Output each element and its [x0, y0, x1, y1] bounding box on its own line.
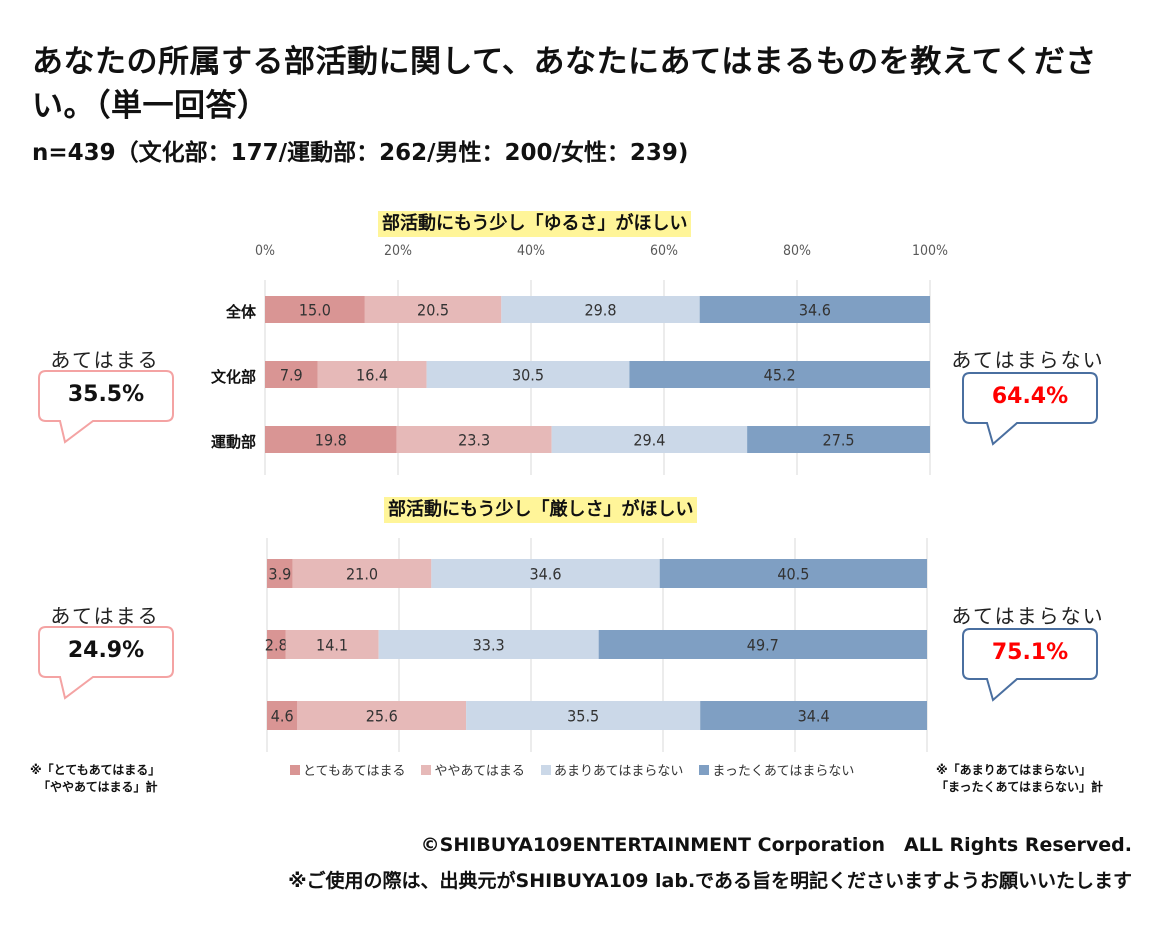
speech-bubble-icon	[962, 372, 1098, 446]
data-label: 29.8	[584, 301, 616, 320]
speech-bubble-icon	[38, 370, 174, 444]
chart-2-title: 部活動にもう少し「厳しさ」がほしい	[384, 497, 698, 523]
data-label: 34.6	[799, 301, 831, 320]
legend-item-very: とてもあてはまる	[290, 760, 405, 779]
legend-swatch-not-much	[540, 764, 551, 775]
bar-segment-not-much	[501, 296, 700, 323]
note-left-line1: ※「とてもあてはまる」	[30, 763, 161, 777]
bar-segment-somewhat	[317, 361, 427, 388]
note-left-line2: 「ややあてはまる」計	[38, 780, 158, 794]
bar-segment-not-much	[378, 630, 599, 659]
callout-top-left-label: あてはまる	[50, 348, 160, 372]
bar-segment-very	[267, 559, 293, 588]
x-tick-60: 60%	[650, 243, 678, 259]
data-label: 3.9	[268, 565, 291, 584]
bar-segment-not-at-all	[747, 426, 930, 453]
data-label: 7.9	[280, 366, 303, 385]
data-label: 30.5	[512, 366, 544, 385]
legend-item-not-much: あまりあてはまらない	[540, 760, 684, 779]
chart-legend: とてもあてはまる ややあてはまる あまりあてはまらない まったくあてはまらない	[290, 760, 866, 779]
data-label: 23.3	[458, 431, 490, 450]
data-label: 14.1	[316, 636, 348, 655]
bar-segment-very	[267, 701, 298, 730]
bar-segment-somewhat	[285, 630, 379, 659]
bar-segment-very	[267, 630, 286, 659]
bar-segment-not-at-all	[598, 630, 927, 659]
bar-segment-not-much	[551, 426, 748, 453]
category-label-culture: 文化部	[210, 368, 256, 386]
legend-item-somewhat: ややあてはまる	[421, 760, 525, 779]
data-label: 35.5	[567, 707, 599, 726]
speech-bubble-icon	[38, 626, 174, 700]
bar-segment-very	[265, 296, 365, 323]
data-label: 34.6	[529, 565, 561, 584]
chart-1-title: 部活動にもう少し「ゆるさ」がほしい	[378, 211, 692, 237]
bar-segment-very	[265, 426, 397, 453]
callout-bottom-left-value: 24.9%	[67, 638, 145, 663]
bar-segment-not-much	[431, 559, 660, 588]
page-title: あなたの所属する部活動に関して、あなたにあてはまるものを教えてください。（単一回…	[32, 44, 1097, 124]
data-label: 21.0	[346, 565, 378, 584]
bar-segment-not-at-all	[700, 701, 927, 730]
data-label: 2.8	[265, 636, 288, 655]
data-label: 25.6	[366, 707, 398, 726]
callout-top-right-value: 64.4%	[991, 384, 1069, 409]
data-label: 33.3	[473, 636, 505, 655]
category-label-all: 全体	[225, 303, 256, 321]
callout-top-right: 64.4%	[962, 372, 1098, 446]
bar-segment-not-at-all	[629, 361, 930, 388]
data-label: 4.6	[271, 707, 294, 726]
legend-item-not-at-all: まったくあてはまらない	[699, 760, 854, 779]
bar-segment-very	[265, 361, 318, 388]
data-label: 29.4	[633, 431, 665, 450]
bar-segment-not-at-all	[699, 296, 930, 323]
callout-bottom-left-label: あてはまる	[50, 604, 160, 628]
note-right-line2: 「まったくあてはまらない」計	[936, 780, 1104, 794]
legend-swatch-somewhat	[421, 764, 432, 775]
data-label: 45.2	[764, 366, 796, 385]
data-label: 40.5	[777, 565, 809, 584]
x-tick-80: 80%	[783, 243, 811, 259]
callout-top-left-value: 35.5%	[67, 382, 145, 407]
data-label: 27.5	[823, 431, 855, 450]
legend-label: ややあてはまる	[434, 764, 525, 779]
legend-swatch-very	[290, 764, 300, 775]
legend-swatch-not-at-all	[699, 764, 710, 775]
x-tick-100: 100%	[911, 243, 949, 259]
callout-bottom-left: 24.9%	[38, 626, 174, 700]
data-label: 16.4	[356, 366, 388, 385]
data-label: 15.0	[299, 301, 331, 320]
legend-label: あまりあてはまらない	[553, 764, 684, 779]
note-right: ※「あまりあてはまらない」 「まったくあてはまらない」計	[936, 762, 1103, 796]
bar-segment-somewhat	[292, 559, 432, 588]
data-label: 49.7	[747, 636, 779, 655]
category-label-sports: 運動部	[210, 433, 256, 451]
legend-label: まったくあてはまらない	[712, 764, 855, 779]
legend-label: とてもあてはまる	[303, 764, 406, 779]
bar-segment-not-much	[426, 361, 630, 388]
data-label: 19.8	[315, 431, 347, 450]
callout-top-left: 35.5%	[38, 370, 174, 444]
bar-segment-somewhat	[396, 426, 552, 453]
bar-segment-somewhat	[364, 296, 502, 323]
data-label: 20.5	[417, 301, 449, 320]
usage-note: ※ご使用の際は、出典元がSHIBUYA109 lab.である旨を明記くださいます…	[288, 870, 1132, 892]
data-label: 34.4	[798, 707, 830, 726]
note-left: ※「とてもあてはまる」 「ややあてはまる」計	[30, 762, 160, 796]
callout-bottom-right-value: 75.1%	[991, 640, 1069, 665]
speech-bubble-icon	[962, 628, 1098, 702]
note-right-line1: ※「あまりあてはまらない」	[936, 763, 1092, 777]
bar-segment-somewhat	[297, 701, 467, 730]
callout-bottom-right: 75.1%	[962, 628, 1098, 702]
x-tick-20: 20%	[384, 243, 412, 259]
copyright: ©SHIBUYA109ENTERTAINMENT Corporation ALL…	[420, 834, 1132, 856]
sample-size: n=439（文化部：177/運動部：262/男性：200/女性：239)	[32, 140, 689, 166]
x-tick-0: 0%	[255, 243, 275, 259]
bar-segment-not-much	[466, 701, 701, 730]
bar-segment-not-at-all	[659, 559, 927, 588]
x-tick-40: 40%	[517, 243, 545, 259]
